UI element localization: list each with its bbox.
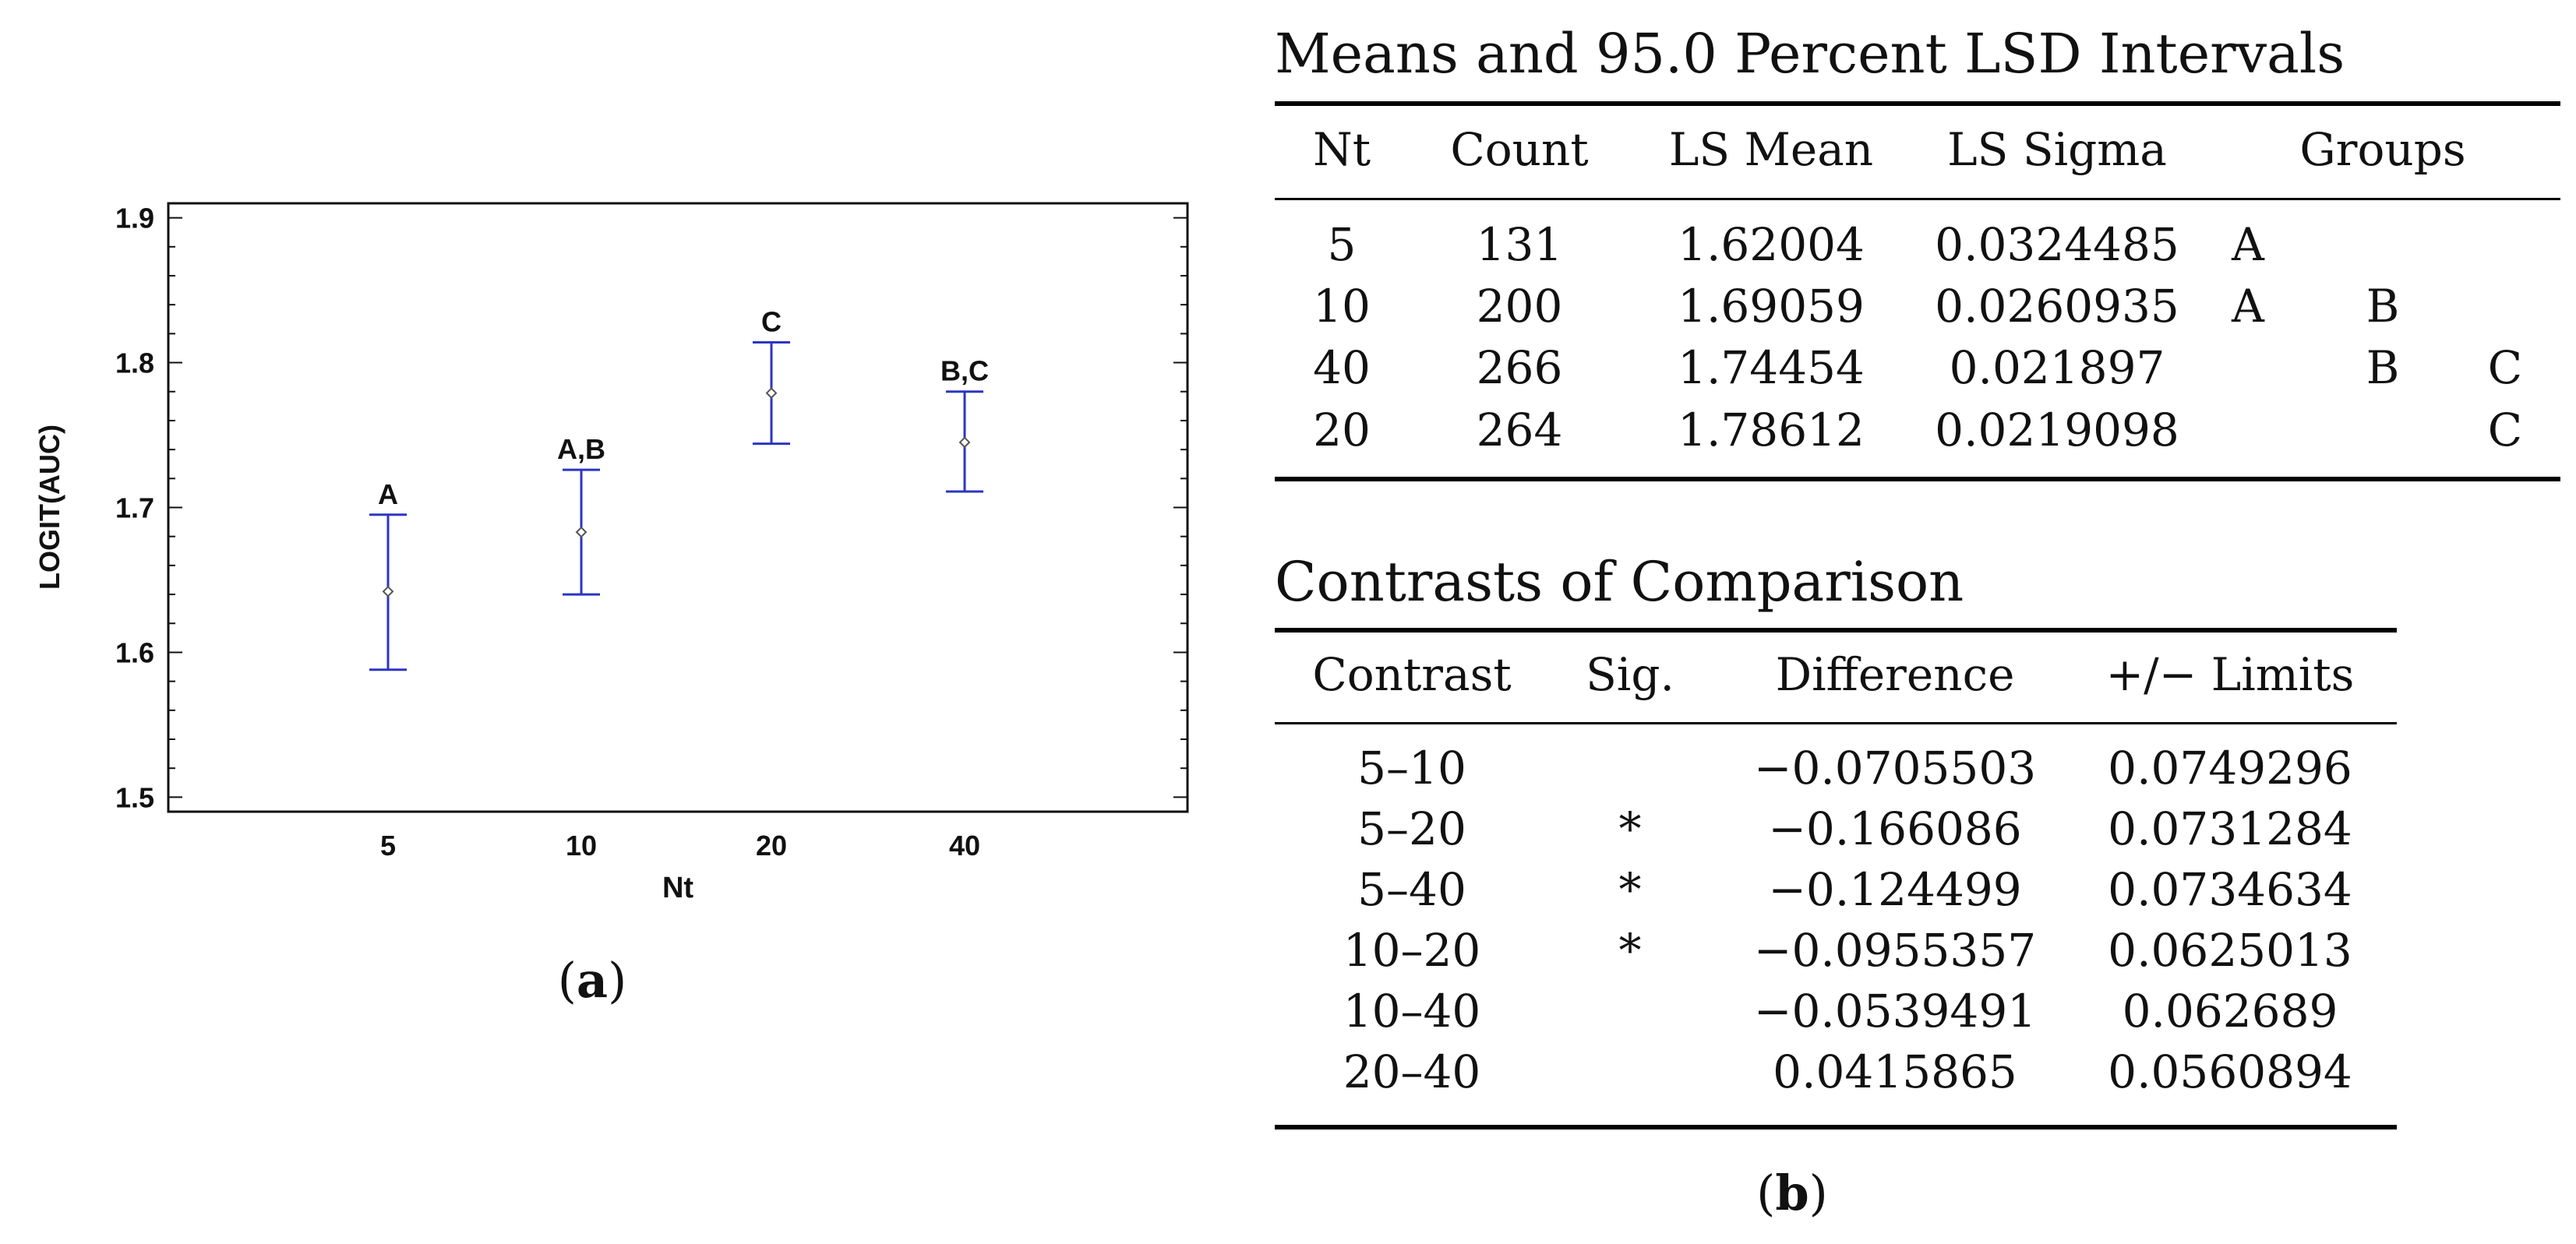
means-header-cell: LS Sigma <box>1947 123 2167 176</box>
group-label: B,C <box>940 355 989 387</box>
means-header-cell: Count <box>1450 123 1589 176</box>
interval-series: A A,B C B,C <box>369 306 989 671</box>
contrast-limits-cell: 0.0625013 <box>2108 924 2352 977</box>
x-tick-label: 20 <box>756 830 787 862</box>
means-lsmean-cell: 1.78612 <box>1678 404 1865 456</box>
y-tick-label: 1.6 <box>115 636 154 668</box>
contrast-top-rule <box>1275 628 2397 633</box>
contrast-name-cell: 10–20 <box>1343 924 1481 977</box>
means-group-cell: A <box>2232 280 2264 333</box>
means-header-cell: Nt <box>1312 123 1371 176</box>
x-tick-label: 10 <box>566 830 597 862</box>
means-group-cell: C <box>2487 404 2523 456</box>
contrast-difference-cell: −0.0539491 <box>1753 985 2037 1038</box>
means-nt-cell: 5 <box>1327 218 1357 271</box>
means-group-cell: A <box>2232 218 2264 271</box>
means-header-rule <box>1275 198 2560 200</box>
means-lssigma-cell: 0.0260935 <box>1935 280 2179 333</box>
means-nt-cell: 10 <box>1313 280 1371 333</box>
contrast-difference-cell: −0.166086 <box>1768 802 2022 855</box>
contrast-difference-cell: −0.0955357 <box>1753 924 2037 977</box>
means-nt-cell: 40 <box>1313 341 1371 394</box>
contrast-header-cell: Contrast <box>1312 648 1512 701</box>
caption-a: (a) <box>557 952 627 1009</box>
means-count-cell: 266 <box>1476 341 1563 394</box>
plot-frame <box>167 202 1189 813</box>
x-tick-label: 40 <box>949 830 980 862</box>
means-lsmean-cell: 1.69059 <box>1678 280 1865 333</box>
means-bottom-rule <box>1275 477 2560 481</box>
contrast-difference-cell: −0.0705503 <box>1753 742 2037 795</box>
means-header-cell: Groups <box>2299 123 2466 176</box>
means-lssigma-cell: 0.0324485 <box>1935 218 2179 271</box>
means-group-cell: B <box>2366 341 2400 394</box>
y-axis: 1.5 1.6 1.7 1.8 1.9 <box>115 203 1187 813</box>
means-nt-cell: 20 <box>1313 404 1371 456</box>
contrast-name-cell: 5–20 <box>1357 802 1466 855</box>
means-group-cell: C <box>2487 341 2523 394</box>
caption-b: (b) <box>1756 1165 1828 1221</box>
means-lsmean-cell: 1.74454 <box>1678 341 1865 394</box>
group-label: A,B <box>557 433 605 465</box>
x-axis-label: Nt <box>662 872 693 904</box>
means-header-cell: LS Mean <box>1668 123 1874 176</box>
caption-b-letter: b <box>1775 1165 1809 1221</box>
means-table-title: Means and 95.0 Percent LSD Intervals <box>1275 22 2345 86</box>
x-axis: 5 10 20 40 <box>380 830 980 862</box>
contrast-table-title: Contrasts of Comparison <box>1275 550 1964 614</box>
caption-a-letter: a <box>576 952 609 1009</box>
y-axis-label: LOGIT(AUC) <box>34 425 65 590</box>
means-count-cell: 200 <box>1476 280 1563 333</box>
contrast-limits-cell: 0.062689 <box>2122 985 2338 1038</box>
contrast-header-cell: Sig. <box>1586 648 1674 701</box>
x-tick-label: 5 <box>380 830 396 862</box>
contrast-name-cell: 5–10 <box>1357 742 1466 795</box>
y-tick-label: 1.8 <box>115 347 154 379</box>
contrast-name-cell: 5–40 <box>1357 863 1466 916</box>
mean-marker <box>958 436 971 449</box>
contrast-header-rule <box>1275 722 2397 724</box>
interval-plot: 1.5 1.6 1.7 1.8 1.9 5 10 20 40 A A,B C B,C Nt LOGI… <box>34 202 1189 904</box>
contrast-name-cell: 20–40 <box>1343 1045 1481 1098</box>
y-tick-label: 1.9 <box>115 203 154 234</box>
means-top-rule <box>1275 101 2560 106</box>
contrast-sig-cell: * <box>1618 924 1642 977</box>
contrast-limits-cell: 0.0749296 <box>2108 742 2352 795</box>
means-lsmean-cell: 1.62004 <box>1678 218 1865 271</box>
group-label: C <box>761 306 782 338</box>
contrast-sig-cell: * <box>1618 863 1642 916</box>
contrast-name-cell: 10–40 <box>1343 985 1481 1038</box>
mean-marker <box>765 387 778 400</box>
mean-marker <box>575 526 588 538</box>
contrast-sig-cell: * <box>1618 802 1642 855</box>
means-group-cell: B <box>2366 280 2400 333</box>
means-count-cell: 131 <box>1476 218 1563 271</box>
mean-marker <box>382 585 394 597</box>
y-tick-label: 1.5 <box>115 781 154 813</box>
contrast-header-cell: +/− Limits <box>2105 648 2355 701</box>
contrast-difference-cell: 0.0415865 <box>1773 1045 2017 1098</box>
contrast-header-cell: Difference <box>1775 648 2015 701</box>
contrast-limits-cell: 0.0560894 <box>2108 1045 2352 1098</box>
contrast-difference-cell: −0.124499 <box>1768 863 2022 916</box>
means-lssigma-cell: 0.0219098 <box>1935 404 2179 456</box>
means-lssigma-cell: 0.021897 <box>1949 341 2165 394</box>
group-label: A <box>378 478 398 510</box>
contrast-bottom-rule <box>1275 1125 2397 1129</box>
means-count-cell: 264 <box>1476 404 1563 456</box>
contrast-limits-cell: 0.0731284 <box>2108 802 2352 855</box>
y-tick-label: 1.7 <box>115 492 154 524</box>
contrast-limits-cell: 0.0734634 <box>2108 863 2352 916</box>
